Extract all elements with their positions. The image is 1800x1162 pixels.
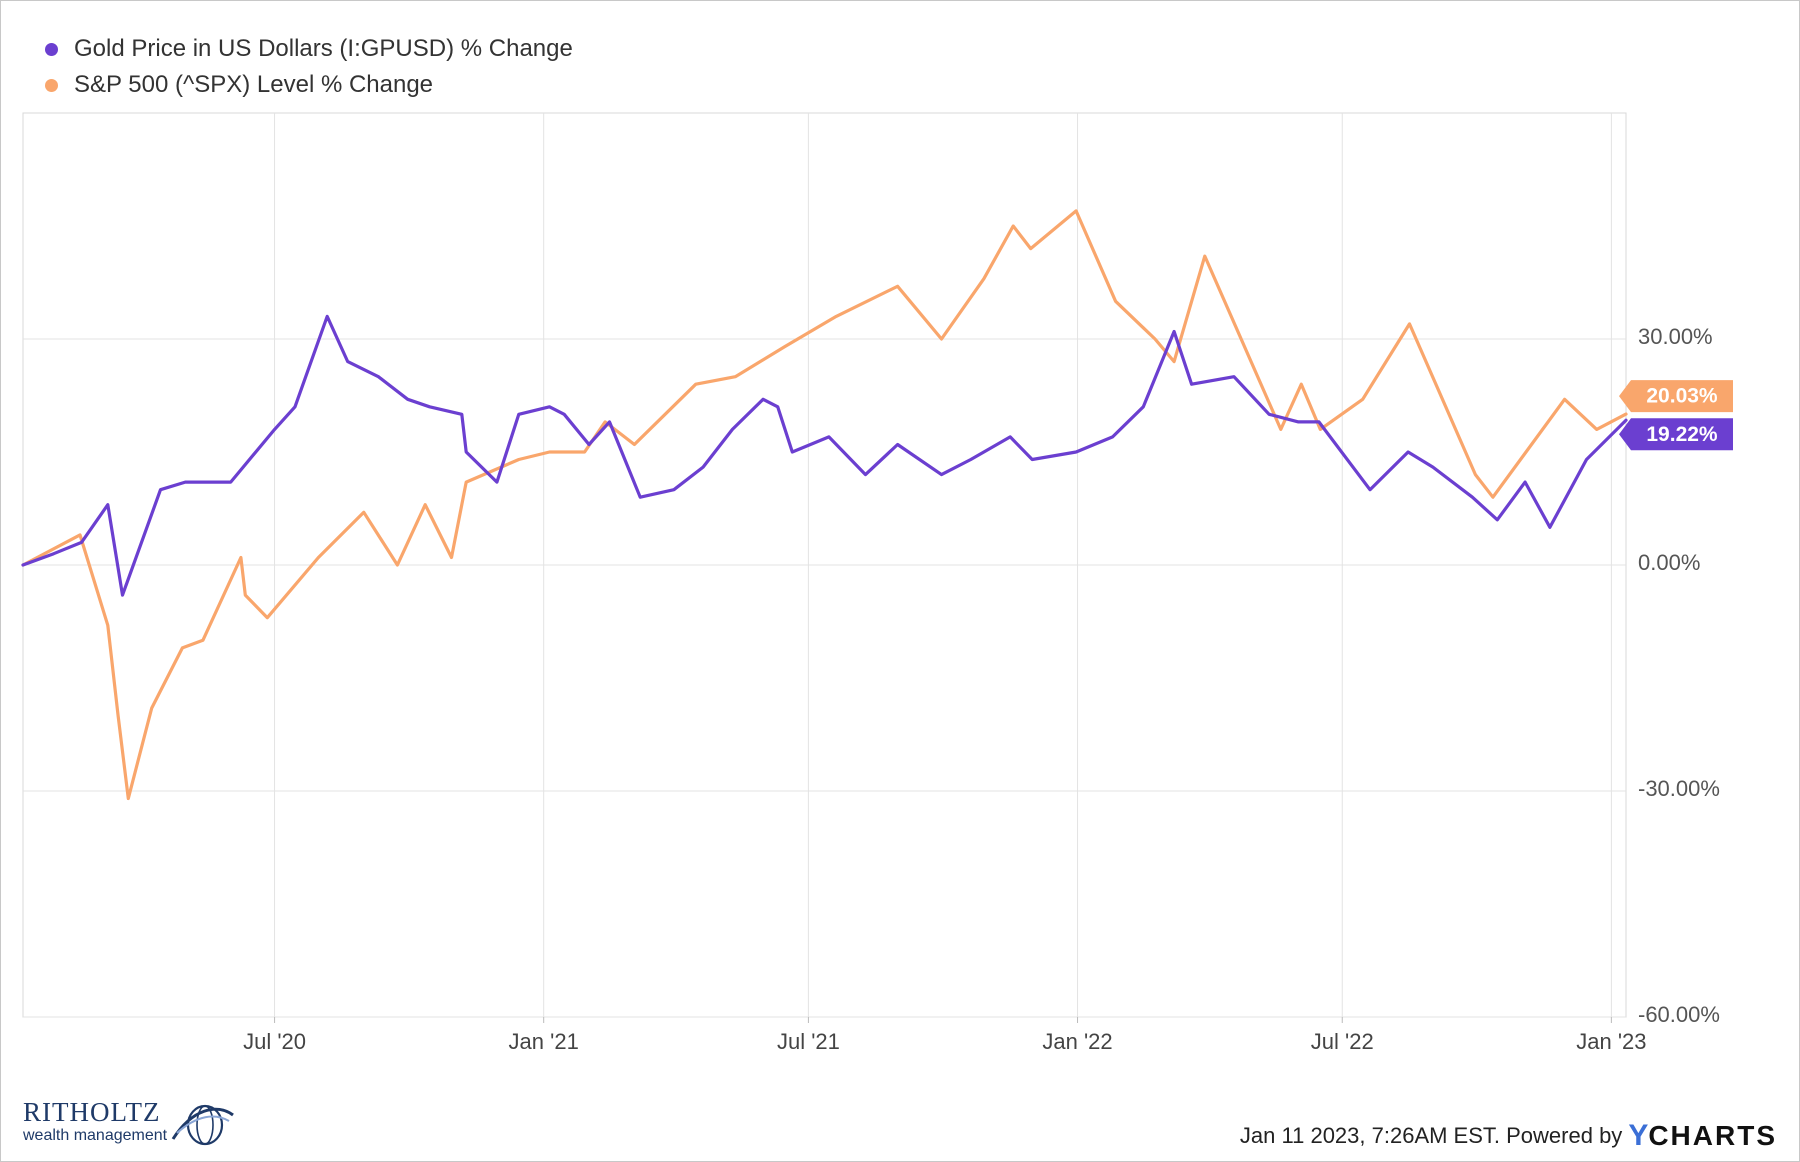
x-tick-label: Jan '23 — [1576, 1029, 1646, 1054]
ycharts-logo-y[interactable]: Y — [1628, 1119, 1649, 1152]
globe-icon — [171, 1104, 234, 1146]
y-tick-label: 30.00% — [1638, 324, 1713, 349]
footer-timestamp: Jan 11 2023, 7:26AM EST. Powered by — [1239, 1123, 1623, 1148]
legend-marker-spx — [45, 78, 58, 92]
end-label-spx: 20.03% — [1646, 385, 1718, 408]
x-tick-label: Jul '21 — [777, 1029, 840, 1054]
x-tick-label: Jan '22 — [1042, 1029, 1112, 1054]
ycharts-logo-text[interactable]: CHARTS — [1648, 1120, 1777, 1151]
legend-item-gold[interactable]: Gold Price in US Dollars (I:GPUSD) % Cha… — [45, 31, 573, 67]
ritholtz-logo: RITHOLTZ wealth management — [23, 1099, 237, 1155]
x-tick-label: Jul '20 — [243, 1029, 306, 1054]
x-tick-label: Jul '22 — [1311, 1029, 1374, 1054]
end-label-gold: 19.22% — [1646, 423, 1718, 446]
legend-item-spx[interactable]: S&P 500 (^SPX) Level % Change — [45, 67, 573, 103]
logo-subtitle: wealth management — [23, 1127, 168, 1144]
x-tick-label: Jan '21 — [509, 1029, 579, 1054]
y-tick-label: 0.00% — [1638, 550, 1700, 575]
legend-marker-gold — [45, 42, 58, 56]
footer-attribution: Jan 11 2023, 7:26AM EST. Powered by Y CHA… — [1240, 1119, 1777, 1153]
end-label-spx-box — [1619, 380, 1733, 413]
legend-label-gold: Gold Price in US Dollars (I:GPUSD) % Cha… — [74, 35, 573, 62]
y-tick-label: -30.00% — [1638, 776, 1720, 801]
series-line-spx — [21, 209, 1628, 801]
series-line-gold — [21, 314, 1628, 597]
legend: Gold Price in US Dollars (I:GPUSD) % Cha… — [45, 31, 573, 103]
end-label-gold-box — [1619, 418, 1733, 451]
logo-name: RITHOLTZ — [23, 1097, 161, 1127]
y-tick-label: -60.00% — [1638, 1002, 1720, 1027]
legend-label-spx: S&P 500 (^SPX) Level % Change — [74, 71, 434, 98]
